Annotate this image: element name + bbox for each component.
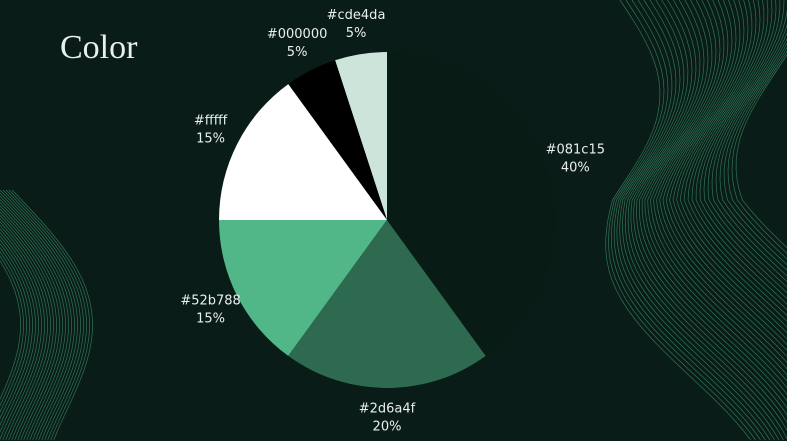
- wave-line: [641, 0, 787, 402]
- wave-line: [0, 235, 39, 441]
- chart-title: Color: [60, 29, 138, 66]
- wave-line: [707, 8, 787, 288]
- wave-line: [608, 0, 756, 441]
- wave-line: [2, 189, 84, 441]
- slice-value-label: 40%: [561, 160, 590, 175]
- wave-line: [630, 0, 787, 431]
- wave-line: [613, 0, 766, 441]
- wave-line: [0, 189, 81, 441]
- pie-slice: [288, 60, 387, 220]
- wave-line: [683, 0, 787, 322]
- wave-line: [0, 231, 42, 441]
- wave-line: [0, 195, 75, 441]
- wave-line: [653, 0, 787, 376]
- wave-line: [727, 47, 787, 260]
- wave-line: [715, 32, 787, 277]
- wave-line: [0, 214, 57, 441]
- wave-line: [669, 0, 787, 346]
- wave-line: [679, 0, 787, 328]
- slice-value-label: 15%: [196, 311, 225, 326]
- wave-line: [695, 0, 787, 305]
- wave-line: [644, 0, 787, 395]
- wave-line: [0, 208, 63, 441]
- slice-label: #000000: [267, 27, 328, 42]
- wave-line: [662, 0, 787, 358]
- wave-line: [0, 198, 72, 441]
- slice-label: #cde4da: [327, 8, 386, 23]
- wave-line: [616, 0, 771, 441]
- wave-line: [605, 0, 751, 441]
- wave-line: [0, 218, 54, 441]
- wave-line: [665, 0, 787, 351]
- wave-line: [723, 42, 787, 266]
- wave-line: [636, 0, 787, 416]
- wave-line: [0, 205, 66, 441]
- slice-label: #081c15: [546, 142, 605, 157]
- wave-line: [672, 0, 787, 340]
- wave-line: [659, 0, 787, 364]
- wave-line: [656, 0, 787, 370]
- wave-line: [638, 0, 787, 409]
- wave-line: [676, 0, 787, 334]
- wave-line: [627, 0, 787, 440]
- wave-line: [0, 251, 27, 413]
- wave-line: [711, 23, 787, 283]
- slice-value-label: 15%: [196, 132, 225, 147]
- wave-line: [0, 255, 24, 407]
- wave-line: [5, 189, 87, 441]
- slice-label: #52b788: [180, 293, 241, 308]
- wave-line: [0, 259, 21, 400]
- wave-line: [633, 0, 787, 424]
- pie-slice: [335, 52, 387, 220]
- wave-line: [0, 228, 45, 441]
- wave-line: [647, 0, 787, 389]
- wave-line: [624, 0, 784, 441]
- slice-label: #2d6a4f: [359, 402, 416, 417]
- wave-line: [11, 189, 93, 441]
- pie-slice: [387, 52, 555, 356]
- slice-value-label: 20%: [373, 420, 402, 435]
- wave-line: [0, 243, 33, 426]
- wave-line: [0, 211, 60, 441]
- wave-line: [0, 221, 51, 441]
- wave-line: [610, 0, 761, 441]
- wave-line: [0, 202, 69, 441]
- slice-value-label: 5%: [287, 45, 308, 60]
- wave-line: [0, 247, 30, 420]
- wave-line: [719, 38, 787, 271]
- pie-slice: [288, 220, 486, 388]
- wave-line: [622, 0, 780, 441]
- pie-slice: [219, 220, 387, 356]
- wave-line: [687, 0, 787, 317]
- wave-line: [0, 224, 48, 441]
- pie-slice: [219, 84, 387, 220]
- wave-line: [0, 239, 36, 433]
- slice-label: #fffff: [194, 114, 228, 129]
- wave-line: [703, 0, 787, 294]
- wave-line: [731, 50, 787, 254]
- wave-line: [650, 0, 787, 382]
- slice-value-label: 5%: [346, 26, 367, 41]
- wave-line: [735, 54, 787, 249]
- wave-line: [619, 0, 775, 441]
- wave-line: [8, 189, 90, 441]
- wave-line: [691, 0, 787, 311]
- wave-line: [0, 192, 78, 441]
- wave-line: [699, 0, 787, 299]
